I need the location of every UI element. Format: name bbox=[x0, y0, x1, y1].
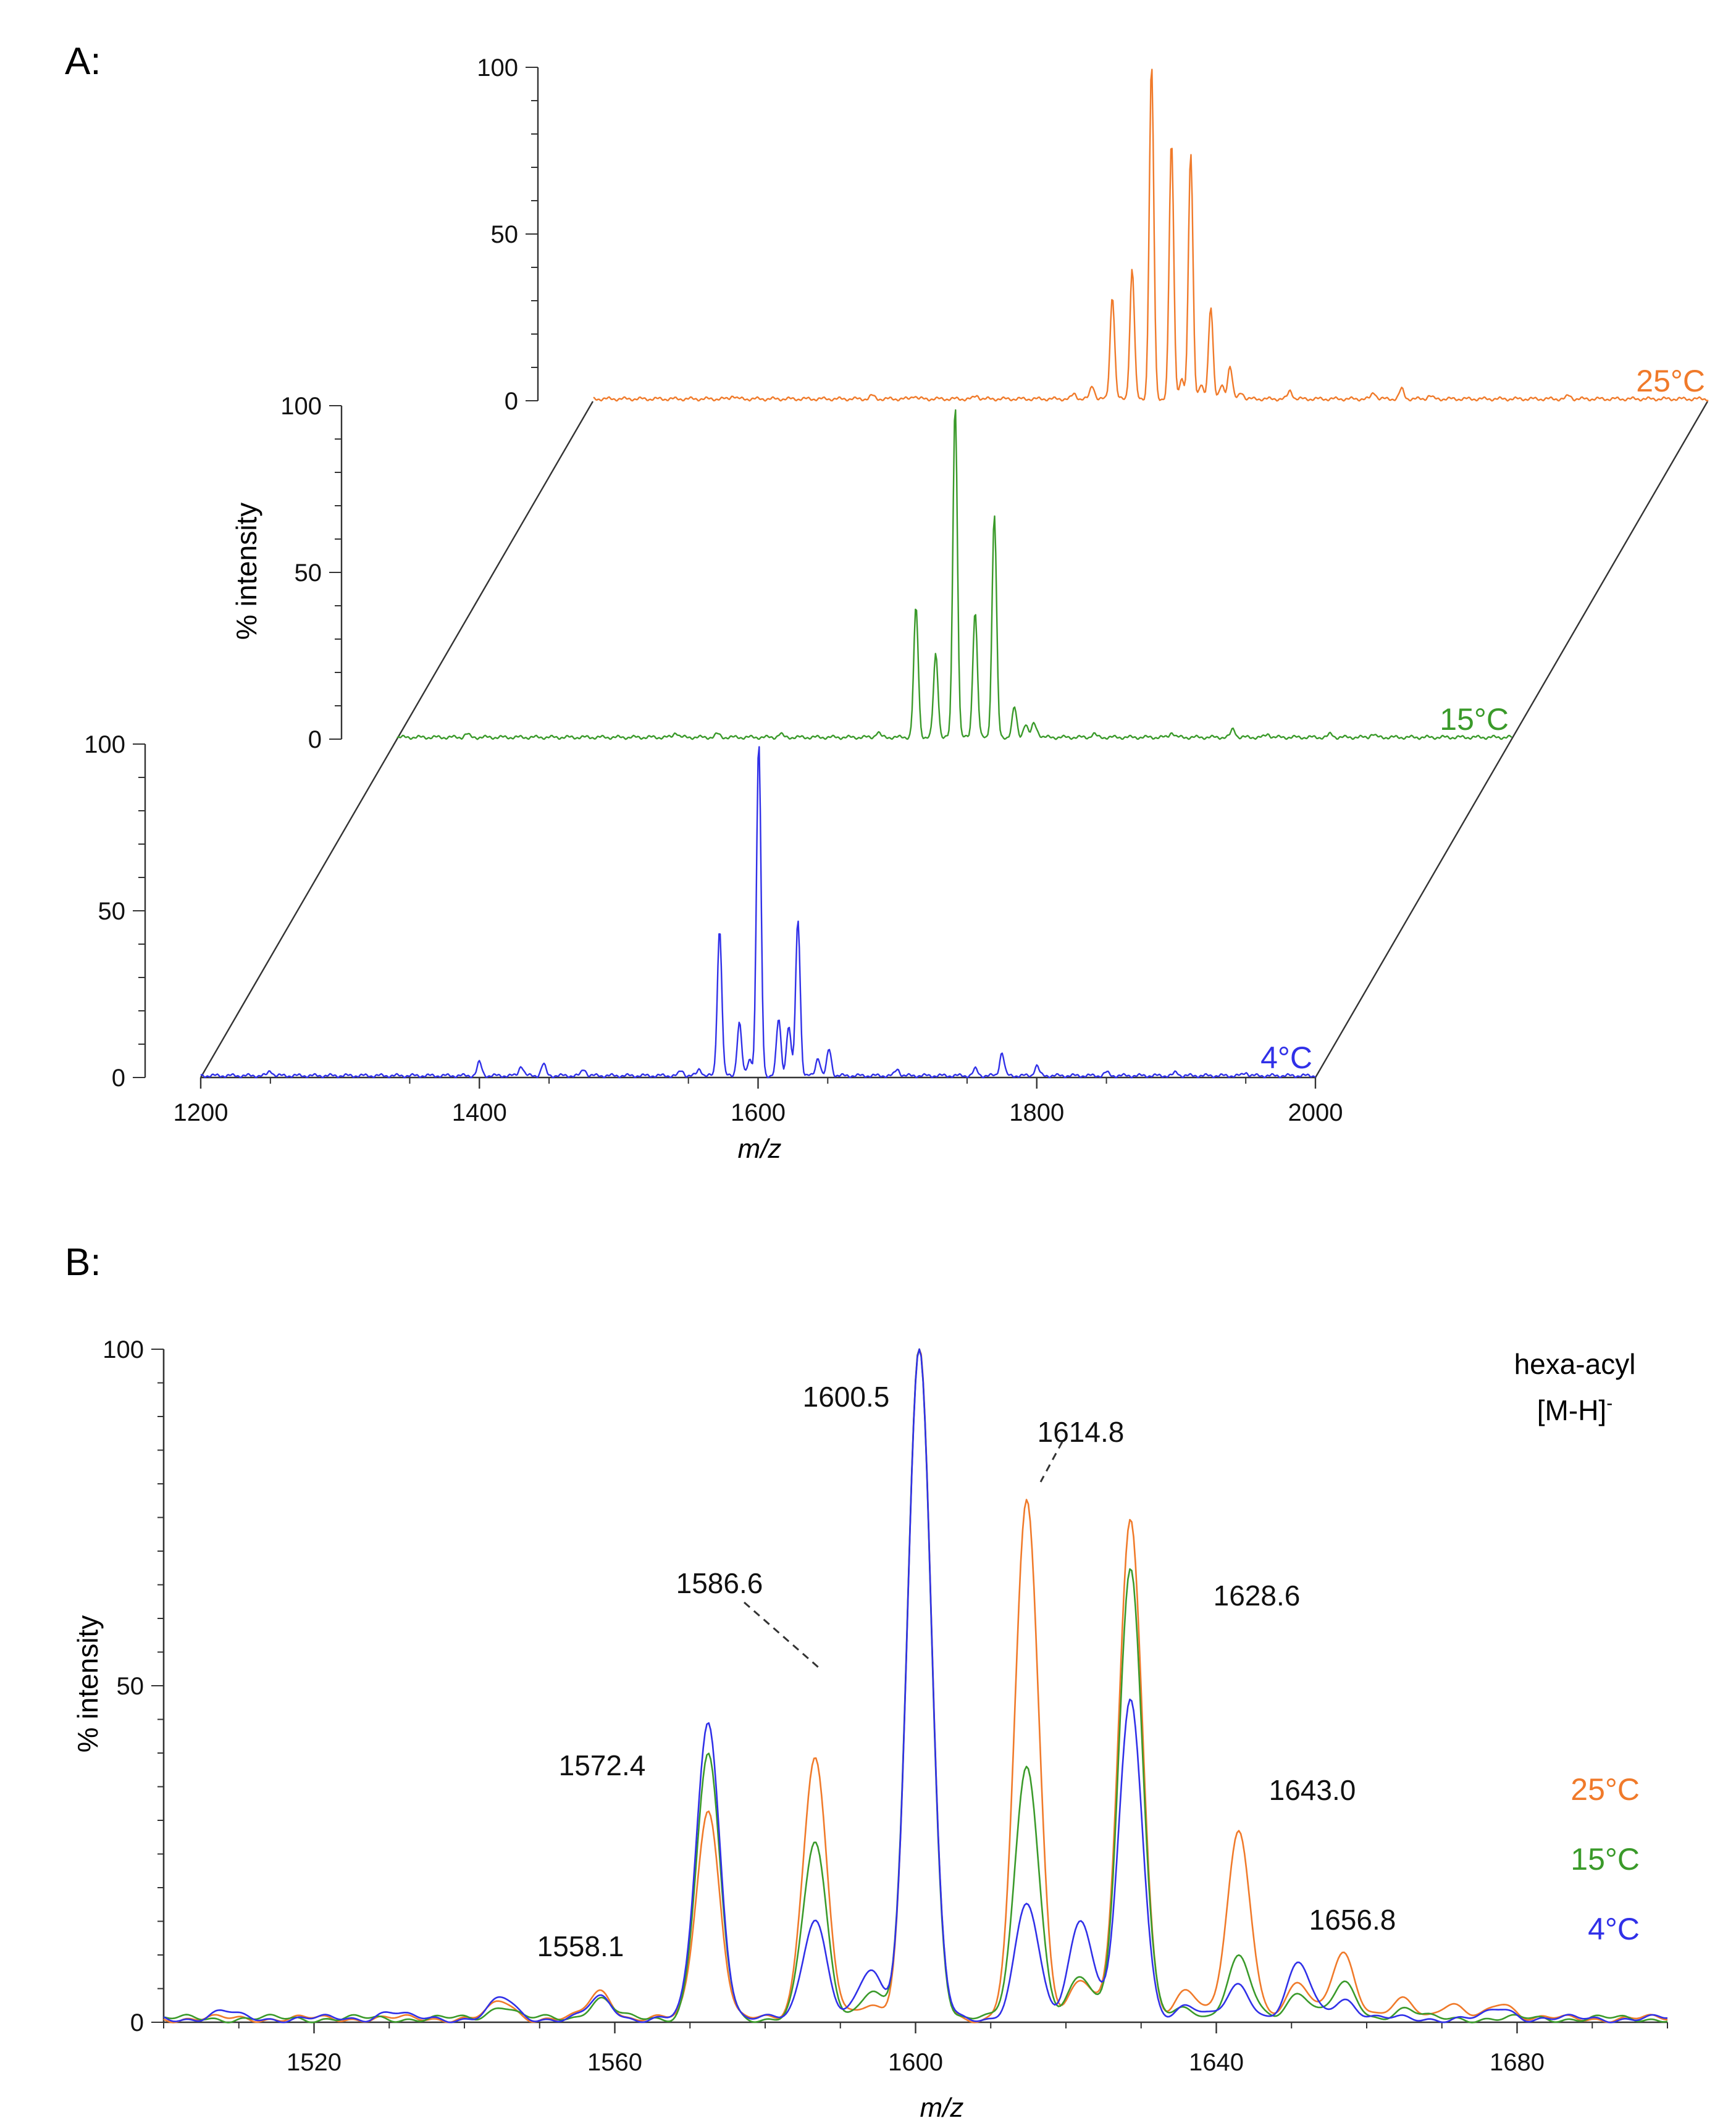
panel-b-y-tick-label: 0 bbox=[130, 2009, 144, 2036]
peak-label-1614.8: 1614.8 bbox=[1038, 1416, 1125, 1448]
panel-a-y-tick-label: 50 bbox=[98, 898, 126, 925]
panel-b-peak-labels: 1558.1 1572.4 1586.6 1600.5 1614.8 1628.6 1643… bbox=[537, 1381, 1396, 1962]
panel-b-x-tick-label: 1600 bbox=[888, 2049, 943, 2076]
legend-entry-25°C: 25°C bbox=[1570, 1772, 1640, 1807]
panel-a-layer-25°C: 0 50 100 25°C bbox=[477, 54, 1709, 415]
panel-a-spectrum-25°C bbox=[593, 69, 1709, 402]
panel-b-label: B: bbox=[65, 1241, 101, 1284]
panel-a-x-tick-label: 2000 bbox=[1288, 1099, 1343, 1126]
panel-a-x-tick-label: 1800 bbox=[1009, 1099, 1064, 1126]
panel-b-x-tick-label: 1640 bbox=[1189, 2049, 1244, 2076]
panel-b-ion-formula: [M-H] bbox=[1537, 1394, 1606, 1426]
panel-a-y-tick-label: 100 bbox=[84, 731, 125, 758]
legend-entry-4°C: 4°C bbox=[1588, 1912, 1640, 1946]
panel-b-x-axis-label: m/z bbox=[920, 2093, 964, 2123]
peak-label-1656.8: 1656.8 bbox=[1309, 1904, 1396, 1936]
panel-a-series-label: 15°C bbox=[1440, 702, 1509, 737]
panel-a-y-tick-label: 100 bbox=[477, 54, 518, 82]
panel-b-x-tick-label: 1680 bbox=[1490, 2049, 1545, 2076]
panel-a-x-tick-label: 1400 bbox=[452, 1099, 507, 1126]
panel-a-spectra-layers: 0 50 100 25°C 0 50 100 15°C 0 50 100 4°C bbox=[84, 54, 1709, 1092]
peak-label-1586.6: 1586.6 bbox=[676, 1567, 763, 1599]
panel-a-layer-4°C: 0 50 100 4°C bbox=[84, 731, 1316, 1092]
panel-a-x-tick-label: 1200 bbox=[174, 1099, 229, 1126]
panel-a-y-tick-label: 0 bbox=[505, 388, 518, 415]
panel-a-y-tick-label: 50 bbox=[295, 559, 322, 587]
panel-a-floor-left-edge bbox=[199, 401, 594, 1078]
panel-b-spectrum-25°C bbox=[163, 1348, 1667, 2023]
panel-a-spectrum-4°C bbox=[200, 746, 1316, 1079]
peak-label-1572.4: 1572.4 bbox=[559, 1749, 646, 1781]
legend-entry-15°C: 15°C bbox=[1570, 1842, 1640, 1877]
peak-label-1558.1: 1558.1 bbox=[537, 1930, 624, 1962]
panel-a-series-label: 4°C bbox=[1260, 1040, 1312, 1075]
panel-b-title-ion: [M-H]- bbox=[1537, 1393, 1612, 1426]
panel-a-y-tick-label: 50 bbox=[491, 221, 519, 248]
panel-a-x-tick-label: 1600 bbox=[731, 1099, 786, 1126]
panel-b-ion-charge: - bbox=[1606, 1393, 1612, 1413]
panel-b-y-tick-label: 100 bbox=[103, 1336, 144, 1363]
panel-a-y-tick-label: 0 bbox=[308, 726, 322, 753]
leader-line-1586 bbox=[744, 1601, 819, 1668]
panel-b-title: hexa-acyl bbox=[1514, 1348, 1636, 1380]
panel-a-chart: 1200 1400 1600 1800 2000 m/z % intensity 0 50… bbox=[84, 54, 1709, 1164]
peak-label-1643.0: 1643.0 bbox=[1269, 1774, 1356, 1806]
panel-a-spectrum-15°C bbox=[396, 409, 1512, 740]
panel-b-series bbox=[163, 1348, 1668, 2023]
panel-a-x-ticks: 1200 1400 1600 1800 2000 bbox=[174, 1078, 1343, 1126]
panel-a-y-tick-label: 0 bbox=[112, 1065, 125, 1092]
panel-b-spectrum-15°C bbox=[163, 1348, 1668, 2023]
panel-a-layer-15°C: 0 50 100 15°C bbox=[280, 393, 1512, 753]
panel-a-series-label: 25°C bbox=[1636, 364, 1705, 398]
panel-b-spectrum-4°C bbox=[163, 1348, 1667, 2023]
panel-b-x-tick-label: 1560 bbox=[587, 2049, 642, 2076]
panel-b-y-axis-label: % intensity bbox=[72, 1615, 104, 1752]
panel-a-x-axis-label: m/z bbox=[738, 1134, 782, 1164]
panel-a-y-axis-label: % intensity bbox=[230, 503, 262, 640]
panel-a-label: A: bbox=[65, 40, 101, 83]
panel-b-x-tick-label: 1520 bbox=[287, 2049, 342, 2076]
panel-b-legend: 25°C 15°C 4°C bbox=[1570, 1772, 1640, 1946]
panel-a-y-tick-label: 100 bbox=[280, 393, 322, 420]
panel-b-ticks: 1520 1560 1600 1640 1680 0 50 100 bbox=[103, 1336, 1668, 2076]
panel-b-y-tick-label: 50 bbox=[117, 1673, 145, 1700]
panel-a-floor-right-edge bbox=[1314, 401, 1709, 1078]
peak-label-1628.6: 1628.6 bbox=[1214, 1580, 1301, 1612]
panel-b-chart: 1520 1560 1600 1640 1680 0 50 100 m/z % intensi… bbox=[72, 1336, 1668, 2123]
peak-label-1600.5: 1600.5 bbox=[803, 1381, 890, 1413]
